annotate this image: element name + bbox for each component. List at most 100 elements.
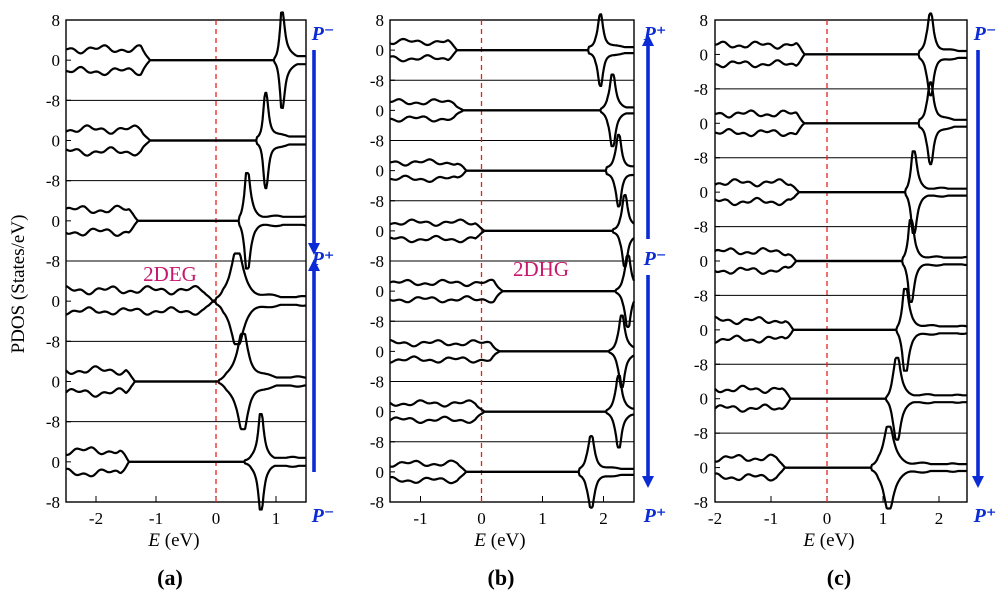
pdos-spin-down-curve	[65, 300, 307, 346]
x-tick-label: 1	[272, 509, 281, 528]
x-tick-label: 0	[212, 509, 221, 528]
pdos-spin-down-curve	[714, 397, 968, 441]
gas-annotation: 2DEG	[143, 262, 197, 286]
pdos-spin-down-curve	[65, 460, 307, 511]
y-tick-label: -8	[370, 132, 384, 151]
y-tick-label: 0	[700, 252, 709, 271]
y-tick-label: 0	[700, 459, 709, 478]
polarization-label: P⁻	[311, 505, 335, 527]
x-axis-symbol: E	[473, 530, 486, 551]
pdos-spin-down-curve	[389, 410, 635, 449]
y-tick-label: -8	[46, 332, 60, 351]
y-tick-label: 0	[376, 403, 385, 422]
panels-group: 80-80-80-80-80-80-8-2 -1 0 1E (eV)(a)2DEGP⁻…	[46, 11, 997, 590]
y-tick-label: 0	[376, 222, 385, 241]
pdos-spin-up-curve	[65, 252, 307, 302]
polarization-label: P⁻	[311, 23, 335, 45]
y-tick-label: -8	[370, 192, 384, 211]
arrow-head	[308, 259, 320, 271]
polarization-label: P⁻	[973, 23, 997, 45]
pdos-spin-down-curve	[714, 328, 968, 372]
polarization-label: P⁺	[643, 505, 667, 527]
x-tick-label: 2	[935, 509, 944, 528]
x-axis-label: E (eV)	[802, 530, 854, 551]
x-axis-label: E (eV)	[147, 530, 199, 551]
x-tick-label: 1	[879, 509, 888, 528]
pdos-spin-down-curve	[714, 53, 968, 97]
y-tick-label: -8	[46, 252, 60, 271]
polarization-label: P⁺	[973, 505, 997, 527]
y-tick-label: -8	[46, 172, 60, 191]
y-tick-label: -8	[694, 355, 708, 374]
y-tick-label: 0	[700, 183, 709, 202]
x-tick-label: 2	[599, 509, 608, 528]
y-tick-label: -8	[694, 149, 708, 168]
pdos-spin-down-curve	[389, 350, 635, 389]
pdos-spin-down-curve	[65, 380, 307, 431]
y-tick-label: -8	[46, 91, 60, 110]
y-tick-label: -8	[46, 493, 60, 512]
y-tick-label: -8	[370, 373, 384, 392]
y-tick-label: 0	[700, 45, 709, 64]
pdos-spin-down-curve	[389, 49, 635, 87]
pdos-spin-down-curve	[65, 139, 307, 190]
y-tick-label: 0	[52, 373, 61, 392]
y-tick-label: 0	[52, 212, 61, 231]
panel-caption: (c)	[827, 565, 851, 590]
pdos-spin-down-curve	[389, 229, 635, 268]
x-tick-label: -1	[149, 509, 163, 528]
polarization-label: P⁺	[311, 248, 335, 270]
y-tick-label: 0	[700, 390, 709, 409]
pdos-spin-down-curve	[714, 191, 968, 235]
y-tick-label: 0	[376, 101, 385, 120]
pdos-spin-down-curve	[714, 122, 968, 166]
x-axis-unit: (eV)	[160, 530, 200, 551]
y-tick-label: -8	[694, 424, 708, 443]
y-tick-label: 0	[376, 342, 385, 361]
y-tick-label: 0	[376, 282, 385, 301]
y-tick-label: -8	[694, 493, 708, 512]
x-axis-label: E (eV)	[473, 530, 525, 551]
y-tick-label: 0	[376, 41, 385, 60]
x-tick-label: 0	[477, 509, 486, 528]
x-tick-label: -1	[764, 509, 778, 528]
x-tick-label: -2	[89, 509, 103, 528]
y-tick-label: -8	[370, 433, 384, 452]
panel-b: 8 0 -8 0 -8 0 -8 0 -8 0 -8 0 -8 0 -8 0 -8 -1 0 1 2 E (eV) (b) 2…	[370, 11, 667, 590]
panel-caption: (b)	[488, 565, 515, 590]
y-tick-label: 0	[52, 132, 61, 151]
pdos-spin-down-curve	[389, 169, 635, 208]
x-tick-label: 1	[538, 509, 547, 528]
y-tick-label: 0	[700, 321, 709, 340]
pdos-spin-down-curve	[65, 219, 307, 270]
y-tick-label: -8	[370, 71, 384, 90]
y-tick-label: 8	[52, 11, 61, 30]
y-tick-label: -8	[370, 493, 384, 512]
x-axis-unit: (eV)	[815, 530, 855, 551]
arrow-head	[308, 243, 320, 255]
pdos-spin-down-curve	[389, 109, 635, 148]
pdos-spin-down-curve	[389, 290, 636, 328]
y-tick-label: 0	[52, 292, 61, 311]
pdos-spin-down-curve	[389, 470, 635, 509]
x-tick-label: -1	[413, 509, 427, 528]
gas-annotation: 2DHG	[513, 257, 569, 281]
y-tick-label: 8	[700, 11, 709, 30]
x-axis-symbol: E	[802, 530, 815, 551]
x-axis-unit: (eV)	[486, 530, 526, 551]
arrow-head	[642, 476, 654, 488]
y-axis-label: PDOS (States/eV)	[8, 215, 29, 354]
x-tick-label: 0	[823, 509, 832, 528]
y-tick-label: 0	[376, 463, 385, 482]
pdos-spin-down-curve	[714, 259, 968, 303]
arrow-head	[642, 34, 654, 46]
y-tick-label: -8	[370, 252, 384, 271]
y-tick-label: 0	[376, 162, 385, 181]
panel-caption: (a)	[157, 565, 183, 590]
panel-a: 8 0 -8 0 -8 0 -8 0 -8 0 -8 0 -8 -2 -1 0 1 E (eV) (a) 2DEG P⁻…	[46, 11, 335, 590]
pdos-spin-down-curve	[65, 59, 307, 109]
y-tick-label: -8	[370, 312, 384, 331]
x-tick-label: -2	[708, 509, 722, 528]
x-axis-symbol: E	[147, 530, 160, 551]
